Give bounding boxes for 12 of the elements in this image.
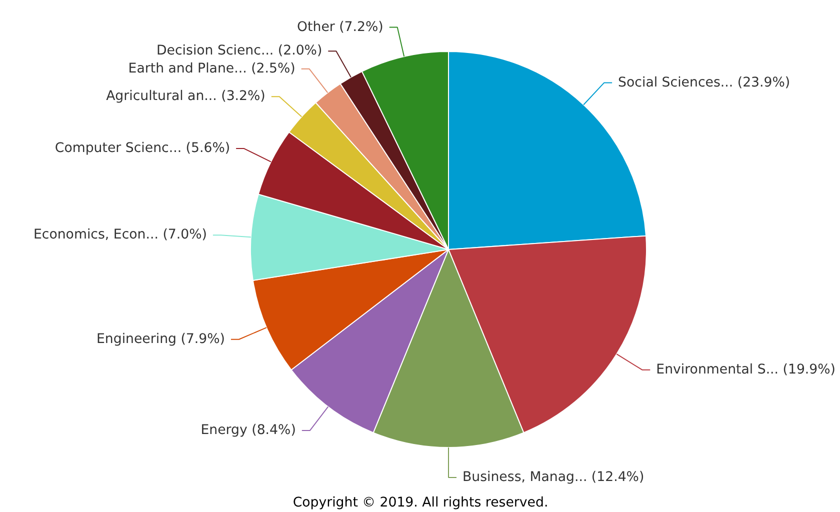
slice-label: Earth and Plane... (2.5%)	[128, 61, 296, 76]
slice-label: Agricultural an... (3.2%)	[106, 89, 266, 104]
slice-label: Economics, Econ... (7.0%)	[33, 228, 207, 243]
slice-label: Energy (8.4%)	[200, 423, 296, 438]
slice-label: Engineering (7.9%)	[96, 332, 225, 347]
slice-label: Other (7.2%)	[297, 20, 384, 35]
slice-label: Decision Scienc... (2.0%)	[156, 44, 322, 59]
text: Copyright © 2019. All rights reserved.	[292, 496, 548, 510]
slice-label: Business, Manag... (12.4%)	[462, 470, 644, 485]
slice-label: Computer Scienc... (5.6%)	[54, 141, 230, 156]
slice-label: Environmental S... (19.9%)	[656, 362, 836, 378]
slice-label: Social Sciences... (23.9%)	[618, 75, 790, 90]
